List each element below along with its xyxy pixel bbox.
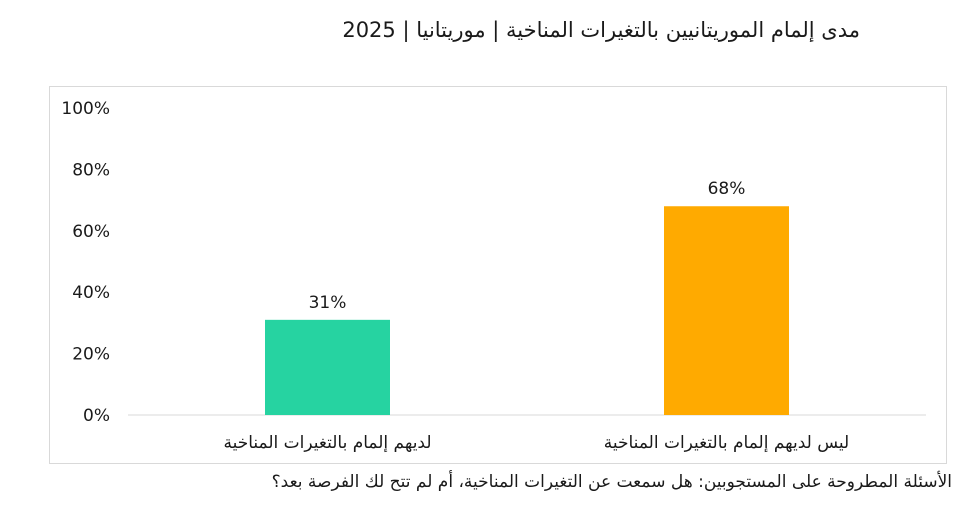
bars xyxy=(265,206,789,415)
footnote: الأسئلة المطروحة على المستجوبين: هل سمعت… xyxy=(271,472,952,492)
y-tick-label: 80% xyxy=(72,160,110,180)
value-labels: 31% 68% xyxy=(309,179,746,313)
y-tick-label: 60% xyxy=(72,222,110,242)
y-tick-label: 20% xyxy=(72,345,110,365)
plot-frame xyxy=(49,86,947,464)
chart-title: مدى إلمام الموريتانيين بالتغيرات المناخي… xyxy=(342,18,860,42)
bar xyxy=(664,206,789,415)
y-tick-label: 100% xyxy=(61,99,110,119)
category-label: لديهم إلمام بالتغيرات المناخية xyxy=(223,433,431,453)
category-labels: لديهم إلمام بالتغيرات المناخية ليس لديهم … xyxy=(223,433,849,453)
bar-chart: 0% 20% 40% 60% 80% 100% 31% 68% لديهم إلمام با… xyxy=(61,99,926,453)
bar-value-label: 68% xyxy=(708,179,746,199)
category-label: ليس لديهم إلمام بالتغيرات المناخية xyxy=(604,433,849,453)
y-tick-label: 40% xyxy=(72,283,110,303)
y-axis-ticks: 0% 20% 40% 60% 80% 100% xyxy=(61,99,110,426)
y-tick-label: 0% xyxy=(83,406,110,426)
bar xyxy=(265,319,390,415)
bar-value-label: 31% xyxy=(309,293,347,313)
